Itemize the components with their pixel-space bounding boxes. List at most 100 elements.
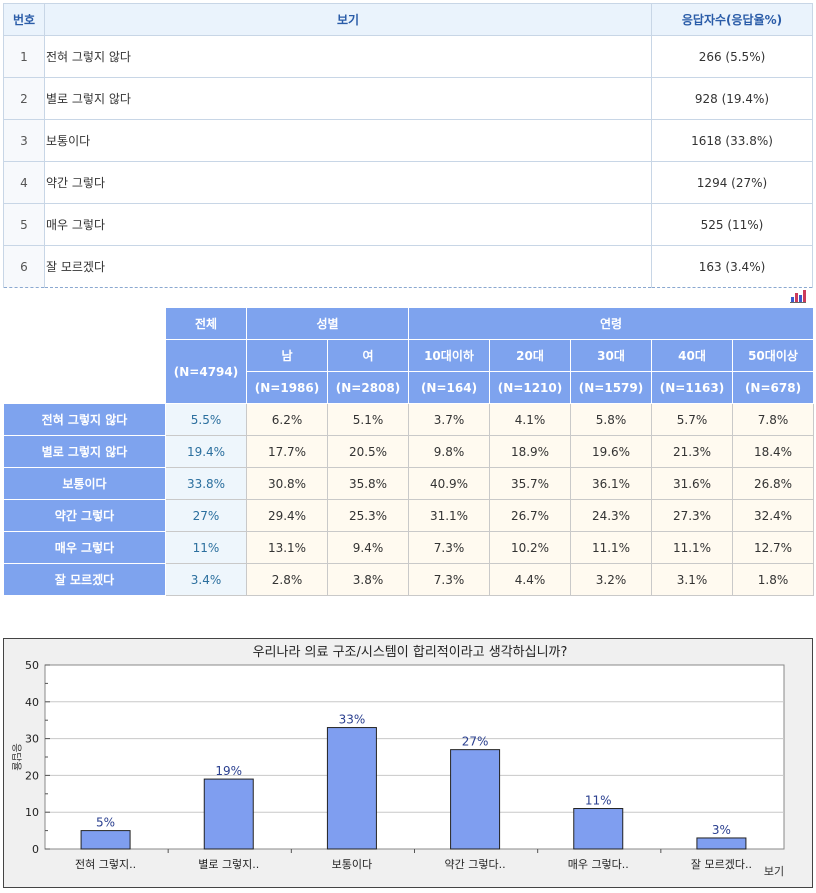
total-value: 27%: [165, 499, 247, 532]
x-tick-label: 매우 그렇다..: [568, 858, 629, 871]
answer-table-header: 번호 보기 응답자수(응답율%): [3, 3, 813, 36]
cell-value: 10.2%: [489, 531, 571, 564]
row-label: 잘 모르겠다: [3, 563, 166, 596]
x-tick-label: 약간 그렇다..: [445, 857, 506, 871]
column-n: (N=1579): [570, 371, 652, 404]
answer-responses: 525 (11%): [651, 203, 813, 246]
answer-choice: 전혀 그렇지 않다: [44, 35, 652, 78]
cell-value: 3.2%: [570, 563, 652, 596]
answer-responses: 266 (5.5%): [651, 35, 813, 78]
bar: [573, 808, 624, 850]
column-label: 30대: [570, 339, 652, 372]
cross-row: 잘 모르겠다 3.4% 2.8% 3.8% 7.3% 4.4% 3.2% 3.1% 1.8%: [3, 563, 814, 596]
age-header: 연령: [408, 307, 814, 340]
response-bar-chart: 우리나라 의료 구조/시스템이 합리적이라고 생각하십니까? 0 10 20 30 40…: [3, 638, 813, 888]
row-label: 보통이다: [3, 467, 166, 500]
bar: [80, 830, 131, 850]
answer-no: 6: [3, 245, 45, 288]
column-label: 40대: [651, 339, 733, 372]
cell-value: 1.8%: [732, 563, 814, 596]
cross-row: 전혀 그렇지 않다 5.5% 6.2% 5.1% 3.7% 4.1% 5.8% 5.7% 7.8…: [3, 403, 814, 436]
answer-row: 1 전혀 그렇지 않다 266 (5.5%): [3, 35, 813, 78]
column-n: (N=1986): [246, 371, 328, 404]
cell-value: 26.7%: [489, 499, 571, 532]
cross-row: 약간 그렇다 27% 29.4% 25.3% 31.1% 26.7% 24.3% 27.3% 3…: [3, 499, 814, 532]
column-n: (N=164): [408, 371, 490, 404]
answer-row: 3 보통이다 1618 (33.8%): [3, 119, 813, 162]
total-n: (N=4794): [165, 339, 247, 404]
cell-value: 40.9%: [408, 467, 490, 500]
cell-value: 3.8%: [327, 563, 409, 596]
column-label: 20대: [489, 339, 571, 372]
total-header: 전체: [165, 307, 247, 340]
cell-value: 20.5%: [327, 435, 409, 468]
y-tick-label: 50: [25, 659, 39, 672]
corner-cell: [3, 307, 166, 404]
answer-row: 2 별로 그렇지 않다 928 (19.4%): [3, 77, 813, 120]
answer-table: 번호 보기 응답자수(응답율%) 1 전혀 그렇지 않다 266 (5.5%) 2 별로…: [3, 3, 813, 288]
bar-data-label: 5%: [96, 816, 115, 830]
y-tick-label: 40: [25, 696, 39, 709]
bar-data-label: 27%: [462, 735, 489, 749]
cell-value: 36.1%: [570, 467, 652, 500]
cell-value: 35.8%: [327, 467, 409, 500]
answer-responses: 928 (19.4%): [651, 77, 813, 120]
cell-value: 13.1%: [246, 531, 328, 564]
bar: [203, 778, 254, 850]
answer-choice: 잘 모르겠다: [44, 245, 652, 288]
column-n: (N=678): [732, 371, 814, 404]
cell-value: 9.8%: [408, 435, 490, 468]
bar-chart-icon[interactable]: [790, 289, 806, 303]
answer-no: 3: [3, 119, 45, 162]
column-label: 10대이하: [408, 339, 490, 372]
total-value: 3.4%: [165, 563, 247, 596]
answer-choice: 약간 그렇다: [44, 161, 652, 204]
cell-value: 2.8%: [246, 563, 328, 596]
cell-value: 32.4%: [732, 499, 814, 532]
x-axis-label: 보기: [764, 865, 784, 878]
row-label: 매우 그렇다: [3, 531, 166, 564]
y-tick-label: 30: [25, 733, 39, 746]
cell-value: 31.1%: [408, 499, 490, 532]
bar: [326, 727, 377, 850]
answer-row: 4 약간 그렇다 1294 (27%): [3, 161, 813, 204]
x-tick-label: 잘 모르겠다..: [691, 858, 752, 871]
column-label: 50대이상: [732, 339, 814, 372]
cell-value: 5.1%: [327, 403, 409, 436]
cell-value: 6.2%: [246, 403, 328, 436]
cross-row: 별로 그렇지 않다 19.4% 17.7% 20.5% 9.8% 18.9% 19.6% 21…: [3, 435, 814, 468]
cell-value: 24.3%: [570, 499, 652, 532]
answer-responses: 1294 (27%): [651, 161, 813, 204]
column-label: 여: [327, 339, 409, 372]
bar-data-label: 19%: [215, 764, 242, 778]
header-choice: 보기: [44, 3, 652, 36]
cell-value: 9.4%: [327, 531, 409, 564]
cross-tab-table: 전체 성별 연령 (N=4794) 남 여 10대이하 20대 30대 40대 50대이상 …: [3, 307, 814, 596]
cross-row: 매우 그렇다 11% 13.1% 9.4% 7.3% 10.2% 11.1% 11.1% 12.…: [3, 531, 814, 564]
cell-value: 7.3%: [408, 531, 490, 564]
x-tick-label: 보통이다: [332, 858, 372, 871]
cell-value: 12.7%: [732, 531, 814, 564]
column-n: (N=1210): [489, 371, 571, 404]
total-value: 33.8%: [165, 467, 247, 500]
cell-value: 17.7%: [246, 435, 328, 468]
row-label: 약간 그렇다: [3, 499, 166, 532]
bar-data-label: 33%: [339, 713, 366, 727]
gender-header: 성별: [246, 307, 409, 340]
answer-responses: 163 (3.4%): [651, 245, 813, 288]
bar-data-label: 11%: [585, 794, 612, 808]
header-responses: 응답자수(응답율%): [651, 3, 813, 36]
cell-value: 21.3%: [651, 435, 733, 468]
chart-title: 우리나라 의료 구조/시스템이 합리적이라고 생각하십니까?: [253, 645, 568, 660]
cell-value: 3.1%: [651, 563, 733, 596]
cell-value: 19.6%: [570, 435, 652, 468]
cell-value: 26.8%: [732, 467, 814, 500]
answer-row: 5 매우 그렇다 525 (11%): [3, 203, 813, 246]
cell-value: 4.4%: [489, 563, 571, 596]
cell-value: 30.8%: [246, 467, 328, 500]
cell-value: 5.7%: [651, 403, 733, 436]
cell-value: 35.7%: [489, 467, 571, 500]
cell-value: 27.3%: [651, 499, 733, 532]
column-n: (N=2808): [327, 371, 409, 404]
